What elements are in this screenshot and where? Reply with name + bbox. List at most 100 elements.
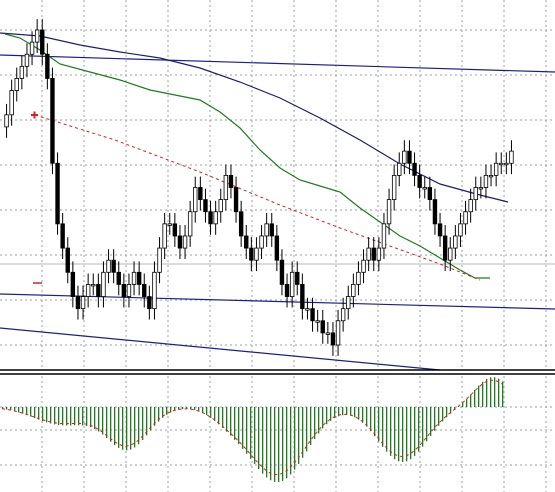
candle-body [142,284,147,297]
oscillator-bar [454,407,456,411]
candle-body [85,284,91,297]
oscillator-bar [282,407,284,481]
oscillator-bar [110,407,112,442]
candle-body [473,187,478,201]
oscillator-bar [406,407,408,462]
oscillator-bar [498,378,500,407]
oscillator-bar [434,407,436,431]
oscillator-bar [218,407,220,425]
candle-body [493,162,499,176]
oscillator-bar [274,407,276,482]
oscillator-bar [294,407,296,470]
oscillator-bar [214,407,216,421]
candle-body [233,187,239,213]
oscillator-bar [478,385,480,407]
oscillator-bar [90,407,92,428]
candle-body [4,114,9,128]
candle-body [351,284,356,297]
oscillator-bar [146,407,148,436]
candle-body [407,150,412,164]
candle-body [91,284,96,287]
oscillator-bar [202,407,204,413]
oscillator-bar [374,407,376,437]
candle-body [182,235,188,249]
candle-body [417,174,422,188]
oscillator-bar [426,407,428,442]
candle-body [223,174,229,201]
candle-body [136,271,142,285]
oscillator-bar [34,407,36,419]
oscillator-bar [6,407,8,410]
oscillator-bar [122,407,124,450]
oscillator-bar [422,407,424,447]
oscillator-bar [186,407,188,409]
oscillator-bar [486,378,488,407]
oscillator-bar [418,407,420,452]
candle-body [19,65,25,79]
candle-body [376,247,382,261]
oscillator-bar [210,407,212,418]
oscillator-bar [50,407,52,424]
candle-body [187,211,193,237]
oscillator-bar [446,407,448,418]
oscillator-panel [0,376,555,492]
oscillator-bar [170,407,172,413]
candle-body [458,223,463,237]
oscillator-bar [138,407,140,445]
oscillator-bar [470,394,472,407]
candle-body [70,271,76,297]
oscillator-bar [70,407,72,426]
oscillator-bar [346,407,348,416]
candlestick-series [4,19,514,356]
candle-body [371,247,376,261]
oscillator-bar [482,381,484,407]
candle-body [356,271,361,285]
candle-body [96,284,101,297]
oscillator-bar [254,407,256,465]
candle-body [335,320,341,346]
slow-moving-average [0,32,509,203]
candle-body [172,223,178,237]
oscillator-bar [10,407,12,411]
oscillator-bar [334,407,336,419]
oscillator-bar [118,407,120,448]
oscillator-bar [246,407,248,454]
oscillator-bar [94,407,96,430]
candle-body [213,211,218,225]
candle-body [381,223,387,249]
candle-body [402,150,407,164]
oscillator-bar [130,407,132,450]
oscillator-bar [18,407,20,413]
oscillator-bar [442,407,444,422]
candle-body [499,162,504,166]
candle-body [40,29,45,55]
candle-body [340,308,346,322]
oscillator-bar [386,407,388,452]
oscillator-grid [0,376,555,492]
oscillator-bar [350,407,352,416]
oscillator-bar [390,407,392,456]
oscillator-bar [178,407,180,410]
candle-body [386,199,392,225]
candle-body [432,199,438,225]
oscillator-bar [42,407,44,422]
oscillator-bar [322,407,324,429]
candle-body [126,284,132,297]
candle-body [218,199,223,213]
oscillator-bar [306,407,308,452]
oscillator-bar [206,407,208,416]
oscillator-bar [230,407,232,436]
oscillator-bar [150,407,152,431]
candle-body [177,235,183,249]
oscillator-bar [66,407,68,426]
candle-body [147,296,152,310]
candle-body [203,199,208,213]
candle-body [274,235,280,261]
candle-body [289,271,295,297]
oscillator-bar [238,407,240,445]
oscillator-bar [158,407,160,422]
candle-body [361,259,366,273]
oscillator-bar [78,407,80,426]
oscillator-signal-line [1,379,503,476]
